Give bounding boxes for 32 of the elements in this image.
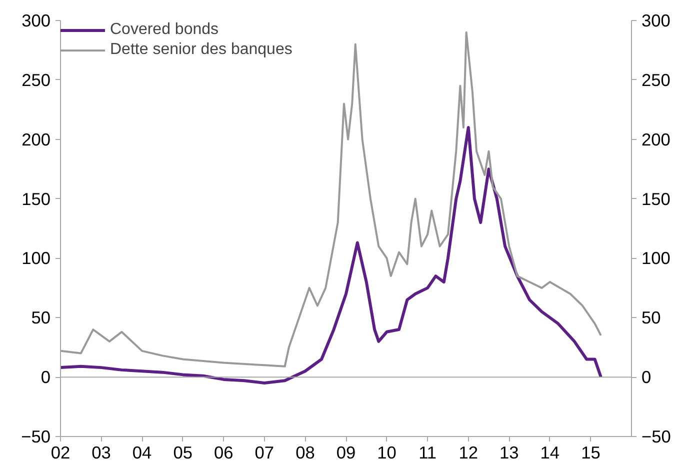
- y-tick-label: 0: [40, 367, 51, 388]
- x-tick-label: 05: [173, 442, 192, 462]
- y2-tick-label: 250: [642, 70, 670, 90]
- x-tick-label: 15: [581, 442, 600, 462]
- y2-tick-label: 50: [642, 308, 661, 328]
- y-tick-label: 150: [22, 188, 51, 209]
- x-tick-label: 06: [214, 442, 234, 462]
- y-tick-label: 300: [22, 10, 51, 30]
- x-tick-label: 10: [377, 442, 396, 462]
- x-tick-label: 02: [50, 442, 70, 462]
- x-tick-label: 11: [418, 442, 437, 462]
- y-tick-label: −50: [21, 426, 51, 446]
- y-tick-label: 50: [31, 308, 51, 328]
- legend-label: Covered bonds: [110, 21, 219, 39]
- y-tick-label: 200: [22, 129, 51, 150]
- y2-tick-label: 200: [642, 129, 670, 150]
- legend-label: Dette senior des banques: [110, 41, 292, 59]
- x-tick-label: 07: [254, 442, 274, 462]
- y2-tick-label: 300: [642, 10, 670, 30]
- x-tick-label: 09: [336, 442, 356, 462]
- x-tick-label: 04: [132, 442, 152, 462]
- y-tick-label: 250: [22, 70, 51, 90]
- y-tick-label: 100: [22, 248, 51, 268]
- y2-tick-label: 0: [642, 367, 652, 388]
- y2-tick-label: −50: [642, 426, 671, 446]
- x-tick-label: 03: [92, 442, 111, 462]
- x-tick-label: 13: [500, 442, 519, 462]
- x-tick-label: 14: [540, 442, 560, 462]
- y2-tick-label: 150: [642, 188, 670, 209]
- x-tick-label: 08: [296, 442, 315, 462]
- x-tick-label: 12: [458, 442, 478, 462]
- y2-tick-label: 100: [642, 248, 670, 268]
